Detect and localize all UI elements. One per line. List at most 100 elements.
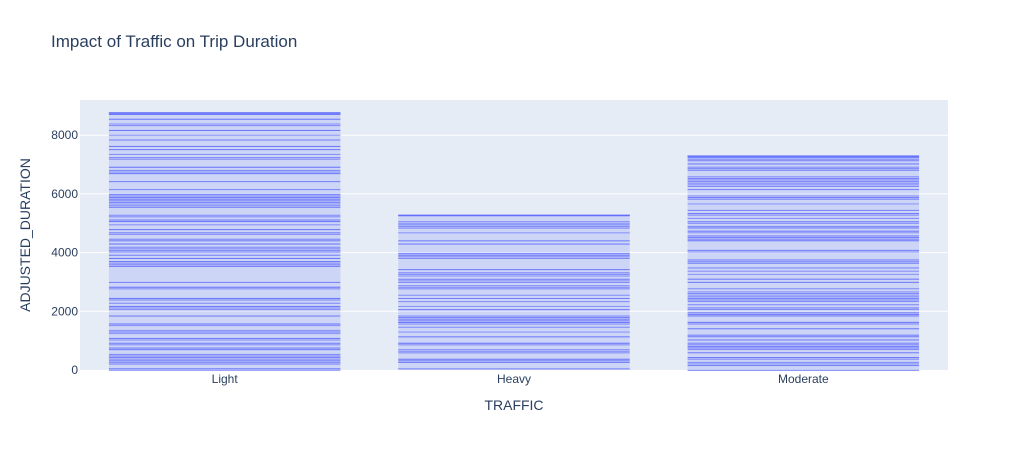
bar-segment bbox=[108, 369, 341, 371]
bar-segment bbox=[108, 169, 341, 171]
bar-segment bbox=[687, 288, 920, 290]
bar-segment bbox=[398, 350, 630, 352]
bar-segment bbox=[398, 280, 630, 282]
y-tick-label: 0 bbox=[71, 363, 78, 377]
bar-segment bbox=[108, 329, 341, 331]
bar-segment bbox=[687, 232, 920, 234]
bar-segment bbox=[108, 347, 341, 349]
bar-segment bbox=[108, 323, 341, 325]
bar-segment bbox=[398, 253, 630, 255]
bar-segment bbox=[398, 315, 630, 317]
bar-segment bbox=[687, 230, 920, 232]
bar-segment bbox=[108, 173, 341, 175]
bar-segment bbox=[108, 118, 341, 120]
bar-segment bbox=[108, 349, 341, 351]
bar-segment bbox=[108, 257, 341, 259]
bar-segment bbox=[398, 273, 630, 275]
bar-segment bbox=[687, 166, 920, 168]
bar-segment bbox=[108, 368, 341, 370]
bar-segment bbox=[108, 113, 341, 115]
bar-segment bbox=[398, 344, 630, 346]
bar-segment bbox=[398, 361, 630, 363]
bar-segment bbox=[687, 312, 920, 314]
bar-segment bbox=[687, 240, 920, 242]
bar-segment bbox=[108, 243, 341, 245]
plot-area bbox=[80, 100, 948, 370]
bar-segment bbox=[687, 249, 920, 251]
bar-segment bbox=[398, 323, 630, 325]
bar-segment bbox=[108, 221, 341, 223]
y-axis-ticks: 0 2000 4000 6000 8000 bbox=[51, 128, 78, 377]
y-axis-title: ADJUSTED_DURATION bbox=[17, 158, 33, 312]
chart-title: Impact of Traffic on Trip Duration bbox=[51, 32, 298, 51]
bar-segment bbox=[108, 331, 341, 333]
bar-segment bbox=[108, 302, 341, 304]
bar-segment bbox=[687, 213, 920, 215]
bar-segment bbox=[108, 309, 341, 311]
bar-segment bbox=[108, 325, 341, 327]
bar-segment bbox=[108, 254, 341, 256]
bar-segment bbox=[687, 267, 920, 269]
bar-segment bbox=[687, 358, 920, 360]
bar-segment bbox=[108, 358, 341, 360]
bar-segment bbox=[398, 331, 630, 333]
bar-segment bbox=[398, 294, 630, 296]
bar-segment bbox=[108, 361, 341, 363]
bar-segment bbox=[108, 344, 341, 346]
bar-segment bbox=[108, 181, 341, 183]
y-tick-label: 8000 bbox=[51, 128, 78, 142]
bar-segment bbox=[108, 240, 341, 242]
bar-segment bbox=[108, 353, 341, 355]
bar-segment bbox=[108, 297, 341, 299]
bar-segment bbox=[108, 193, 341, 195]
bar-segment bbox=[687, 235, 920, 237]
bar-segment bbox=[687, 203, 920, 205]
bar-segment bbox=[398, 317, 630, 319]
bar-segment bbox=[687, 369, 920, 371]
bar-top-edge bbox=[108, 112, 341, 114]
bar-segment bbox=[398, 225, 630, 227]
bar-segment bbox=[398, 278, 630, 280]
bar-segment bbox=[108, 261, 341, 263]
bar-segment bbox=[687, 309, 920, 311]
bar-segment bbox=[398, 320, 630, 322]
bar-segment bbox=[687, 281, 920, 283]
bar-segment bbox=[108, 216, 341, 218]
bar-segment bbox=[687, 262, 920, 264]
bar-segment bbox=[687, 261, 920, 263]
bar-segment bbox=[687, 217, 920, 219]
bar-segment bbox=[687, 361, 920, 363]
bar-segment bbox=[398, 336, 630, 338]
bar-segment bbox=[687, 344, 920, 346]
bar-segment bbox=[108, 339, 341, 341]
bar-segment bbox=[398, 256, 630, 258]
bar-segment bbox=[398, 358, 630, 360]
bar-segment bbox=[108, 206, 341, 208]
bar-segment bbox=[687, 273, 920, 275]
bar-segment bbox=[108, 214, 341, 216]
bar-segment bbox=[687, 349, 920, 351]
bar-segment bbox=[108, 158, 341, 160]
bar-segment bbox=[398, 275, 630, 277]
bar-segment bbox=[108, 246, 341, 248]
bar-segment bbox=[398, 318, 630, 320]
bar-segment bbox=[687, 214, 920, 216]
bar-segment bbox=[398, 257, 630, 259]
bar-segment bbox=[398, 297, 630, 299]
bar-segment bbox=[108, 233, 341, 235]
bar-segment bbox=[687, 238, 920, 240]
bar-moderate bbox=[687, 155, 920, 371]
bar-segment bbox=[687, 157, 920, 159]
bar-segment bbox=[398, 221, 630, 223]
bar-segment bbox=[108, 205, 341, 207]
bar-segment bbox=[687, 189, 920, 191]
bar-top-edge bbox=[398, 214, 630, 217]
bar-segment bbox=[687, 209, 920, 211]
bar-segment bbox=[108, 232, 341, 234]
bar-segment bbox=[687, 168, 920, 170]
bar-segment bbox=[687, 342, 920, 344]
bar-segment bbox=[687, 291, 920, 293]
bar-segment bbox=[398, 281, 630, 283]
bar-segment bbox=[687, 336, 920, 338]
bar-segment bbox=[398, 368, 630, 370]
